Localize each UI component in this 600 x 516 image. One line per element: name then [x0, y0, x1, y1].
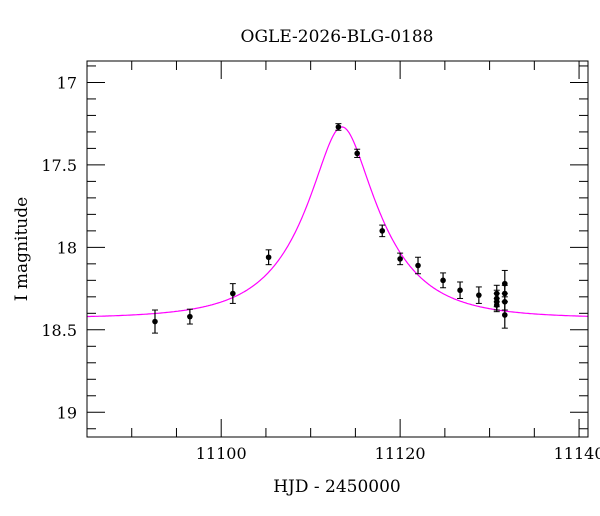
point-marker [152, 318, 158, 325]
data-point [457, 281, 464, 299]
x-tick-label: 11100 [196, 444, 247, 463]
data-point [379, 224, 386, 238]
point-marker [440, 277, 446, 284]
data-point [354, 148, 361, 158]
data-point [440, 272, 447, 289]
data-points [151, 123, 508, 334]
data-point [415, 256, 422, 275]
data-point [501, 301, 508, 329]
data-point [335, 123, 342, 131]
data-point [186, 308, 193, 325]
y-tick-label: 19 [57, 403, 77, 422]
x-axis-label: HJD - 2450000 [273, 477, 401, 497]
x-tick-label: 11120 [375, 444, 426, 463]
point-marker [335, 124, 342, 130]
point-marker [397, 256, 403, 262]
point-marker [476, 292, 482, 298]
axis-ticks: 11100 11120 11140 17 17.5 18 18.5 19 [41, 61, 600, 463]
point-marker [187, 313, 193, 320]
data-point [229, 283, 236, 304]
plot-frame [86, 60, 589, 438]
y-tick-label: 17.5 [41, 156, 77, 175]
data-point [493, 297, 500, 313]
y-tick-label: 18.5 [41, 321, 77, 340]
point-marker [457, 287, 463, 294]
y-axis-label: I magnitude [12, 197, 32, 301]
data-point [397, 252, 404, 266]
point-marker [493, 302, 500, 308]
data-point [265, 249, 272, 266]
point-marker [415, 262, 421, 269]
y-tick-label: 18 [57, 238, 77, 257]
point-marker [230, 290, 236, 297]
x-tick-label: 11140 [554, 444, 600, 463]
model-curve-group [87, 126, 588, 318]
point-marker [379, 228, 386, 234]
chart-title: OGLE-2026-BLG-0188 [241, 27, 434, 47]
point-marker [501, 312, 508, 318]
point-marker [265, 254, 272, 261]
data-point [151, 309, 158, 334]
point-marker [354, 150, 360, 157]
model-curve [87, 126, 588, 318]
y-tick-label: 17 [57, 73, 77, 92]
data-point [475, 286, 482, 304]
